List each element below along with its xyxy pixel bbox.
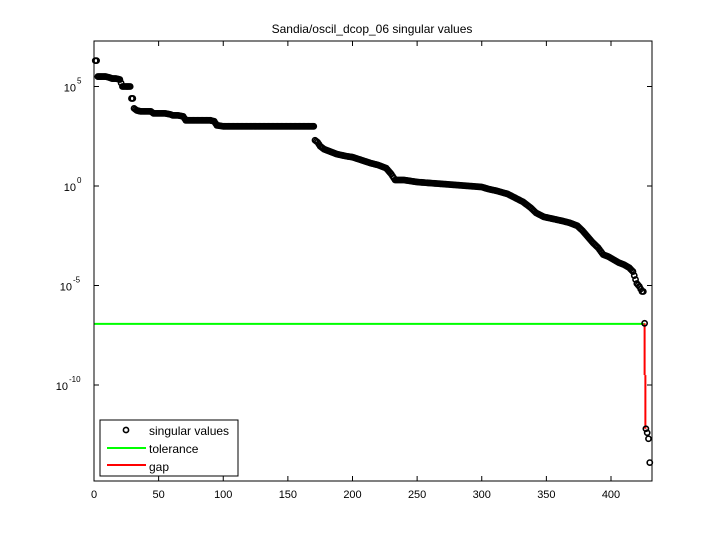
legend-label-gap: gap [149,460,169,474]
y-tick-label: 100 [64,176,82,194]
y-tick-exponent: 5 [77,77,82,86]
data-point [628,266,636,274]
x-tick-label: 250 [408,489,426,501]
data-point [641,319,649,327]
data-point [642,425,650,433]
data-point [629,268,637,275]
data-point [116,76,124,83]
y-tick-base: 10 [64,182,76,194]
x-tick-label: 300 [473,489,491,501]
y-tick-label: 10-5 [60,276,81,294]
x-tick-label: 350 [537,489,555,501]
x-tick-label: 400 [602,489,620,501]
x-tick-label: 150 [279,489,297,501]
chart-title: Sandia/oscil_dcop_06 singular values [272,22,473,36]
y-tick-base: 10 [64,83,76,95]
data-point [632,276,639,283]
data-point [310,122,318,130]
data-point [129,95,137,102]
data-point [643,429,651,437]
data-point [630,272,638,279]
y-tick-base: 10 [60,282,72,294]
x-tick-label: 200 [343,489,361,501]
legend: singular values tolerance gap [99,419,239,477]
legend-label-singular-values: singular values [149,424,229,438]
gap-line [643,323,647,429]
x-tick-label: 100 [214,489,232,501]
y-tick-label: 105 [64,77,82,95]
y-tick-label: 10-10 [56,375,81,393]
data-point [645,435,652,443]
x-tick-label: 50 [153,489,165,501]
legend-label-tolerance: tolerance [149,442,199,456]
y-tick-exponent: 0 [77,176,82,185]
data-point [126,83,134,90]
data-point [93,57,100,65]
legend-marker-circle-icon [122,426,130,434]
x-tick-label: 0 [91,489,97,501]
y-tick-exponent: -5 [73,276,81,285]
x-axis: 0 50 100 150 200 250 300 350 400 [91,41,620,501]
singular-values-series [91,57,654,467]
data-point [639,288,647,295]
y-tick-exponent: -10 [69,375,81,384]
plot-frame [93,40,653,482]
y-tick-base: 10 [56,381,68,393]
